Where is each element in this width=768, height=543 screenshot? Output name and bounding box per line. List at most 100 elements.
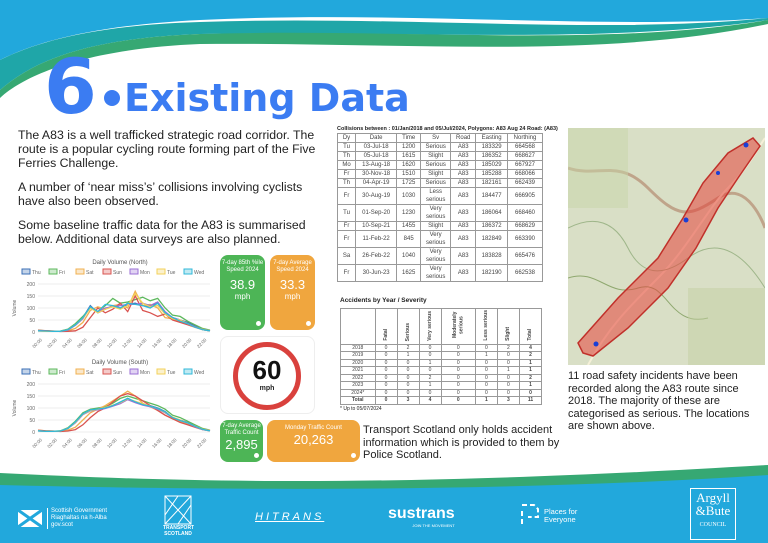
- table-row: Th 04-Apr-19 1725 Serious A83 182161 662439: [336, 178, 543, 188]
- legend-swatch[interactable]: [156, 368, 166, 375]
- legend-swatch[interactable]: [129, 268, 139, 275]
- legend-swatch[interactable]: [102, 368, 112, 375]
- table-cell: 0: [496, 381, 520, 390]
- table-cell: 1200: [396, 142, 422, 152]
- table-cell: 664568: [507, 142, 543, 152]
- legend-swatch[interactable]: [102, 268, 112, 275]
- table-cell: A83: [450, 178, 477, 188]
- table-cell: 183828: [475, 247, 509, 265]
- chart-title: Daily Volume (South): [92, 360, 148, 366]
- table-cell: A83: [450, 204, 477, 222]
- info-icon[interactable]: [351, 453, 356, 458]
- table-cell: 0: [396, 381, 420, 390]
- legend-swatch[interactable]: [183, 268, 193, 275]
- table-cell: 04-Apr-19: [355, 178, 398, 188]
- legend-label: Thu: [32, 370, 41, 376]
- legend-label: Tue: [167, 370, 176, 376]
- logo-text: Everyone: [544, 515, 576, 524]
- x-tick-label: 14:00: [136, 337, 148, 349]
- legend-swatch[interactable]: [183, 368, 193, 375]
- table-cell: 186352: [475, 151, 509, 161]
- y-tick-label: 0: [32, 430, 35, 436]
- places-for-everyone-icon: [521, 504, 539, 527]
- info-icon[interactable]: [256, 321, 261, 326]
- x-tick-label: 02:00: [46, 337, 58, 349]
- intro-text: The A83 is a well trafficked strategic r…: [18, 128, 323, 256]
- table-cell: Fr: [336, 264, 357, 282]
- column-header-label: Very serious: [426, 311, 433, 341]
- legend-swatch[interactable]: [48, 268, 58, 275]
- table-cell: Very serious: [420, 264, 452, 282]
- legend-swatch[interactable]: [75, 268, 85, 275]
- table-cell: 666905: [507, 187, 543, 205]
- legend-label: Mon: [140, 270, 150, 276]
- legend-swatch[interactable]: [129, 368, 139, 375]
- table-cell: 1: [474, 351, 498, 360]
- table-row: Th 05-Jul-18 1615 Slight A83 186352 668627: [336, 151, 543, 161]
- table-cell: 0: [474, 381, 498, 390]
- legend-label: Sun: [113, 370, 122, 376]
- accident-location-map[interactable]: [568, 128, 765, 365]
- logo-text: sustrans: [388, 505, 455, 522]
- hitrans-logo[interactable]: HITRANS: [255, 511, 325, 523]
- table-cell: Th: [336, 151, 357, 161]
- accidents-table-block: Accidents by Year / Severity Fatal Seriou…: [340, 297, 550, 412]
- table-cell: Slight: [420, 151, 452, 161]
- card-value: 20,263: [293, 432, 334, 447]
- table-cell: Tu: [336, 204, 357, 222]
- table-cell: 1625: [396, 264, 422, 282]
- legend-swatch[interactable]: [21, 268, 31, 275]
- x-tick-label: 06:00: [76, 437, 88, 449]
- table-cell: 13-Aug-18: [355, 160, 398, 170]
- table-cell: 665476: [507, 247, 543, 265]
- x-tick-label: 14:00: [136, 437, 148, 449]
- table-cell: 186064: [475, 204, 509, 222]
- x-tick-label: 08:00: [91, 337, 103, 349]
- legend-swatch[interactable]: [75, 368, 85, 375]
- table-cell: Fr: [336, 221, 357, 231]
- table-cell: 2024*: [340, 388, 376, 397]
- table-cell: Th: [336, 178, 357, 188]
- table-row: Fr 11-Feb-22 845 Very serious A83 182849 66339…: [336, 230, 543, 248]
- table-cell: 1: [418, 358, 442, 367]
- y-tick-label: 50: [29, 418, 35, 424]
- legend-swatch[interactable]: [156, 268, 166, 275]
- x-tick-label: 04:00: [61, 337, 73, 349]
- table-row: Mo 13-Aug-18 1620 Serious A83 185029 667927: [336, 160, 543, 170]
- table-cell: 845: [396, 230, 422, 248]
- intro-paragraph-2: A number of ‘near miss’s’ collisions inv…: [18, 180, 303, 208]
- table-cell: A83: [450, 264, 477, 282]
- series-line-sun: [37, 392, 211, 433]
- info-icon[interactable]: [306, 321, 311, 326]
- scottish-government-logo[interactable]: Scottish Government Riaghaltas na h-Alba g…: [18, 508, 107, 529]
- table-cell: 2: [496, 343, 520, 352]
- legend-label: Tue: [167, 270, 176, 276]
- legend-swatch[interactable]: [21, 368, 31, 375]
- table-cell: A83: [450, 221, 477, 231]
- intro-paragraph-1: The A83 is a well trafficked strategic r…: [18, 128, 316, 170]
- info-icon[interactable]: [254, 453, 259, 458]
- card-value: 33.3: [279, 277, 306, 292]
- argyll-bute-council-logo[interactable]: Argyll &Bute COUNCIL: [690, 488, 736, 540]
- transport-scotland-logo[interactable]: TRANSPORT SCOTLAND: [163, 495, 194, 537]
- x-tick-label: 10:00: [106, 337, 118, 349]
- table-cell: 30-Nov-18: [355, 169, 398, 179]
- x-tick-label: 20:00: [181, 337, 193, 349]
- legend-swatch[interactable]: [48, 368, 58, 375]
- sustrans-logo[interactable]: sustrans JOIN THE MOVEMENT: [388, 505, 455, 528]
- legend-label: Fri: [59, 370, 65, 376]
- table-cell: 30-Jun-23: [355, 264, 398, 282]
- table-cell: 0: [374, 366, 398, 375]
- logo-tagline: JOIN THE MOVEMENT: [412, 523, 455, 528]
- table-cell: 1030: [396, 187, 422, 205]
- series-line-sat: [37, 289, 211, 332]
- table-row: 2020 0 0 1 0 0 0 1: [340, 358, 543, 367]
- table-cell: 1: [496, 366, 520, 375]
- column-header: Very serious: [418, 308, 442, 345]
- table-cell: 1510: [396, 169, 422, 179]
- table-cell: Serious: [420, 178, 452, 188]
- x-tick-label: 06:00: [76, 337, 88, 349]
- table-cell: 1: [518, 358, 543, 367]
- places-for-everyone-logo[interactable]: Places for Everyone: [520, 503, 577, 529]
- table-cell: 662538: [507, 264, 543, 282]
